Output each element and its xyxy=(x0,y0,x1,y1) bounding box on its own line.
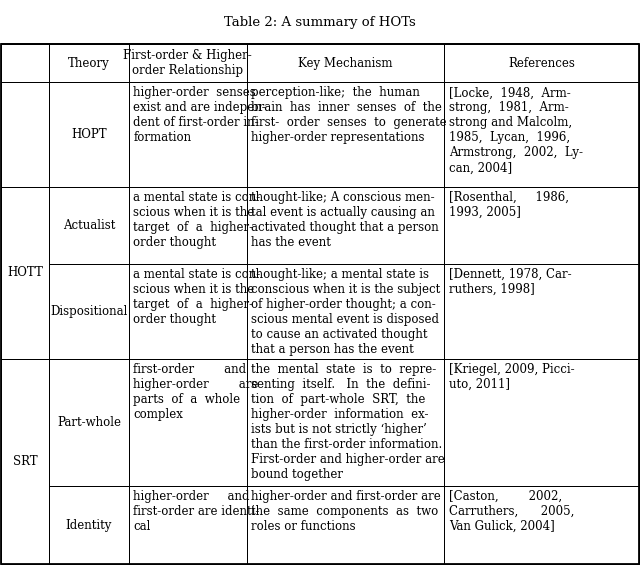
Text: HOTT: HOTT xyxy=(7,266,44,279)
Bar xyxy=(49,187,129,263)
Text: Identity: Identity xyxy=(66,519,112,531)
Bar xyxy=(49,263,129,358)
Bar xyxy=(444,187,639,263)
Text: higher-order and first-order are
the  same  components  as  two
roles or functio: higher-order and first-order are the sam… xyxy=(251,490,441,533)
Text: [Locke,  1948,  Arm-
strong,  1981,  Arm-
strong and Malcolm,
1985,  Lycan,  199: [Locke, 1948, Arm- strong, 1981, Arm- st… xyxy=(449,86,582,174)
Bar xyxy=(49,358,129,486)
Bar xyxy=(1,83,49,187)
Bar xyxy=(246,44,444,83)
Bar xyxy=(444,486,639,564)
Text: SRT: SRT xyxy=(13,455,38,468)
Bar xyxy=(129,358,246,486)
Text: first-order        and
higher-order        are
parts  of  a  whole
complex: first-order and higher-order are parts o… xyxy=(133,362,259,420)
Bar xyxy=(246,83,444,187)
Text: First-order & Higher-
order Relationship: First-order & Higher- order Relationship xyxy=(124,49,252,77)
Text: the  mental  state  is  to  repre-
senting  itself.   In  the  defini-
tion  of : the mental state is to repre- senting it… xyxy=(251,362,445,481)
Text: perception-like;  the  human
brain  has  inner  senses  of  the
first-  order  s: perception-like; the human brain has inn… xyxy=(251,86,447,145)
Bar xyxy=(129,83,246,187)
Text: Table 2: A summary of HOTs: Table 2: A summary of HOTs xyxy=(224,15,416,28)
Bar xyxy=(246,486,444,564)
Text: higher-order     and
first-order are identi-
cal: higher-order and first-order are identi-… xyxy=(133,490,260,533)
Bar xyxy=(49,44,129,83)
Text: [Rosenthal,     1986,
1993, 2005]: [Rosenthal, 1986, 1993, 2005] xyxy=(449,191,569,219)
Text: higher-order  senses
exist and are indepen-
dent of first-order in-
formation: higher-order senses exist and are indepe… xyxy=(133,86,266,145)
Bar xyxy=(129,486,246,564)
Text: Part-whole: Part-whole xyxy=(57,416,121,429)
Bar xyxy=(49,83,129,187)
Text: [Caston,        2002,
Carruthers,      2005,
Van Gulick, 2004]: [Caston, 2002, Carruthers, 2005, Van Gul… xyxy=(449,490,574,533)
Text: References: References xyxy=(508,56,575,69)
Text: Key Mechanism: Key Mechanism xyxy=(298,56,393,69)
Bar xyxy=(1,187,49,358)
Text: [Dennett, 1978, Car-
ruthers, 1998]: [Dennett, 1978, Car- ruthers, 1998] xyxy=(449,267,572,295)
Bar xyxy=(444,44,639,83)
Bar xyxy=(129,187,246,263)
Text: HOPT: HOPT xyxy=(71,128,107,141)
Bar xyxy=(246,187,444,263)
Bar xyxy=(1,358,49,564)
Text: a mental state is con-
scious when it is the
target  of  a  higher-
order though: a mental state is con- scious when it is… xyxy=(133,267,260,325)
Text: Actualist: Actualist xyxy=(63,219,115,232)
Text: Theory: Theory xyxy=(68,56,110,69)
Bar xyxy=(246,358,444,486)
Text: thought-like; A conscious men-
tal event is actually causing an
activated though: thought-like; A conscious men- tal event… xyxy=(251,191,439,249)
Text: [Kriegel, 2009, Picci-
uto, 2011]: [Kriegel, 2009, Picci- uto, 2011] xyxy=(449,362,574,391)
Bar xyxy=(444,263,639,358)
Bar xyxy=(444,83,639,187)
Bar xyxy=(129,263,246,358)
Bar xyxy=(1,44,49,83)
Text: Dispositional: Dispositional xyxy=(51,304,128,318)
Bar xyxy=(49,486,129,564)
Text: thought-like; a mental state is
conscious when it is the subject
of higher-order: thought-like; a mental state is consciou… xyxy=(251,267,440,356)
Bar xyxy=(444,358,639,486)
Text: a mental state is con-
scious when it is the
target  of  a  higher-
order though: a mental state is con- scious when it is… xyxy=(133,191,260,249)
Bar xyxy=(246,263,444,358)
Bar xyxy=(129,44,246,83)
